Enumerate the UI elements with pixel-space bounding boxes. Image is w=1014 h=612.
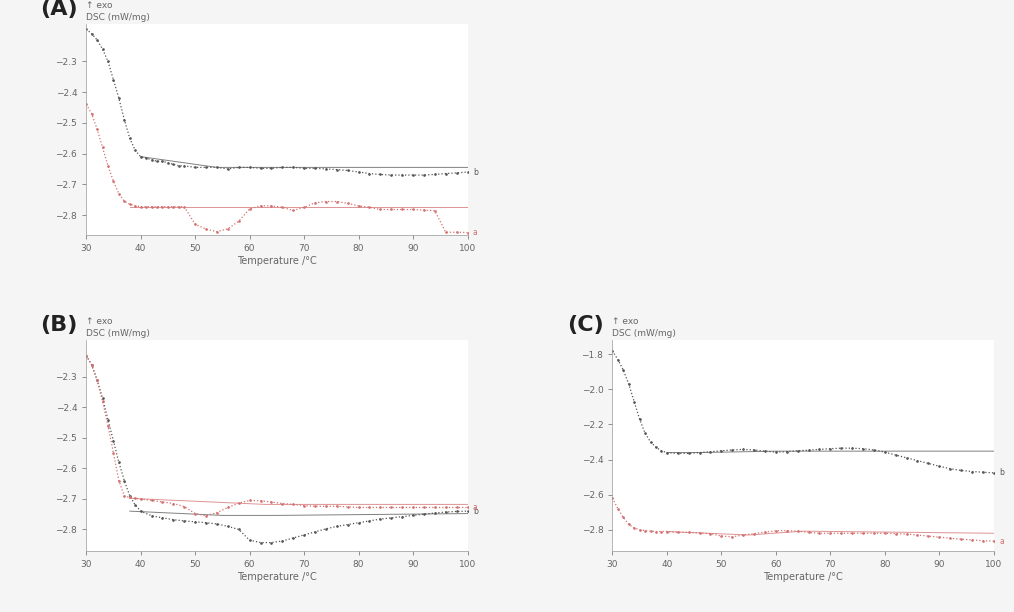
- Text: ↑ exo: ↑ exo: [86, 1, 113, 10]
- X-axis label: Temperature /°C: Temperature /°C: [237, 256, 316, 266]
- Text: a: a: [473, 503, 478, 512]
- X-axis label: Temperature /°C: Temperature /°C: [237, 572, 316, 581]
- Text: ↑ exo: ↑ exo: [86, 316, 113, 326]
- Text: (C): (C): [567, 315, 603, 335]
- Text: DSC (mW/mg): DSC (mW/mg): [86, 13, 150, 23]
- Text: DSC (mW/mg): DSC (mW/mg): [86, 329, 150, 338]
- Text: ↑ exo: ↑ exo: [612, 316, 639, 326]
- Text: a: a: [473, 228, 478, 237]
- Text: b: b: [473, 507, 478, 516]
- Text: b: b: [473, 168, 478, 176]
- X-axis label: Temperature /°C: Temperature /°C: [764, 572, 843, 581]
- Text: a: a: [999, 537, 1004, 546]
- Text: DSC (mW/mg): DSC (mW/mg): [612, 329, 676, 338]
- Text: (B): (B): [41, 315, 78, 335]
- Text: (A): (A): [41, 0, 78, 19]
- Text: b: b: [999, 468, 1004, 477]
